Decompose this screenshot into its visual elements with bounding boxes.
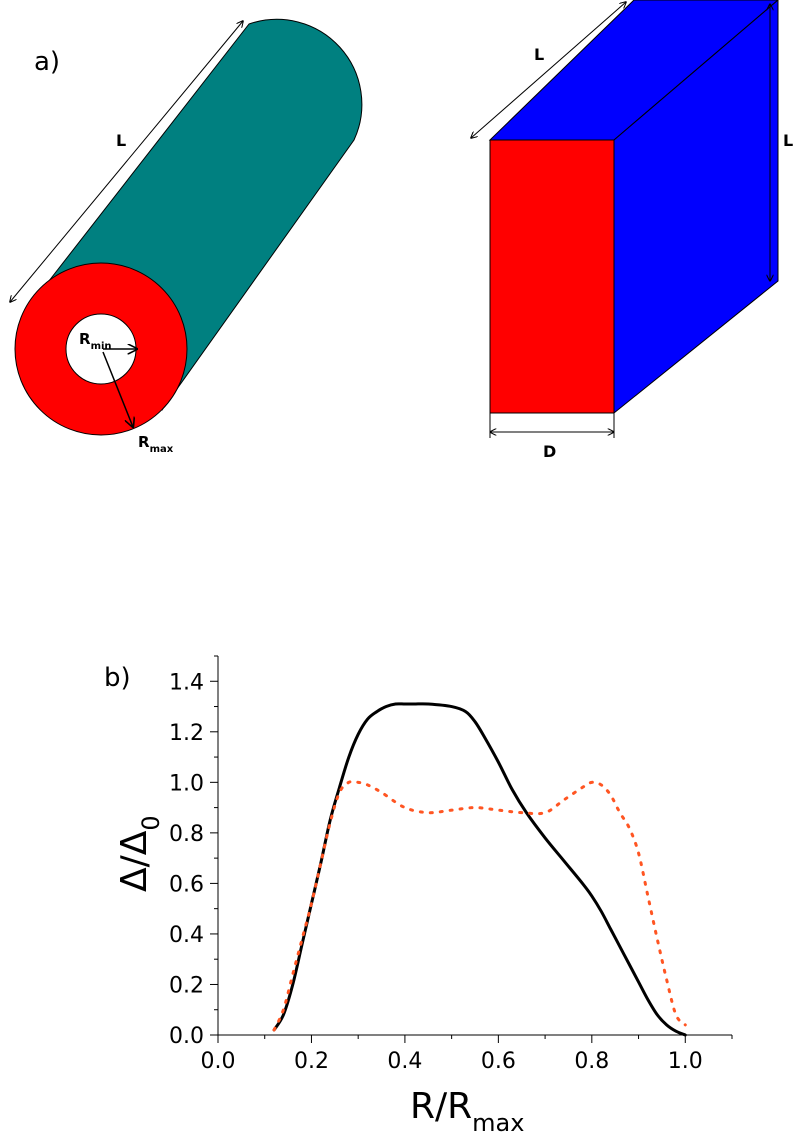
y-ticks: 0.0 0.2 0.4 0.6 0.8 1.0 1.2 1.4 <box>169 655 218 1049</box>
x-tick-label: 0.8 <box>574 1049 609 1074</box>
panel-a: a) L Rmin Rmax L L <box>10 0 793 461</box>
rmax-arrow <box>102 351 133 427</box>
slab: L L D <box>471 0 793 461</box>
x-tick-label: 0.4 <box>387 1049 422 1074</box>
cylinder: L Rmin Rmax <box>10 18 363 455</box>
y-tick-label: 0.8 <box>169 822 204 847</box>
y-tick-label: 1.2 <box>169 721 204 746</box>
y-tick-label: 0.4 <box>169 923 204 948</box>
x-axis-label: R/Rmax <box>410 1086 524 1137</box>
slab-length-label: L <box>534 45 544 64</box>
slab-length-arrow <box>471 2 626 138</box>
x-tick-label: 0.0 <box>201 1049 236 1074</box>
rmin-label: Rmin <box>79 330 112 352</box>
y-tick-label: 1.0 <box>169 771 204 796</box>
panel-a-label: a) <box>34 47 60 77</box>
x-ticks: 0.0 0.2 0.4 0.6 0.8 1.0 <box>201 1035 733 1074</box>
rmax-label: Rmax <box>138 433 174 455</box>
y-axis-label: Δ/Δ0 <box>114 815 165 892</box>
y-tick-label: 0.2 <box>169 973 204 998</box>
y-tick-label: 0.0 <box>169 1024 204 1049</box>
chart: 0.0 0.2 0.4 0.6 0.8 1.0 1.2 1.4 0.0 0.2 0.4 0.6 0.8… <box>114 655 733 1137</box>
series-solid-line <box>272 702 687 1037</box>
y-tick-label: 1.4 <box>169 670 204 695</box>
slab-width-label: D <box>543 442 556 461</box>
cylinder-length-label: L <box>116 131 126 150</box>
cylinder-length-arrow <box>10 21 243 302</box>
series-dotted-line <box>272 779 687 1032</box>
panel-b-label: b) <box>104 663 131 693</box>
x-tick-label: 0.6 <box>481 1049 516 1074</box>
panel-b: b) 0.0 0.2 0.4 0.6 0.8 1.0 1.2 1.4 0.0 0.2 0.4 0.6… <box>104 655 733 1137</box>
x-tick-label: 0.2 <box>294 1049 329 1074</box>
y-tick-label: 0.6 <box>169 872 204 897</box>
series-group <box>272 702 687 1037</box>
slab-front-face <box>489 139 615 414</box>
x-tick-label: 1.0 <box>668 1049 703 1074</box>
slab-height-label: L <box>783 131 793 150</box>
